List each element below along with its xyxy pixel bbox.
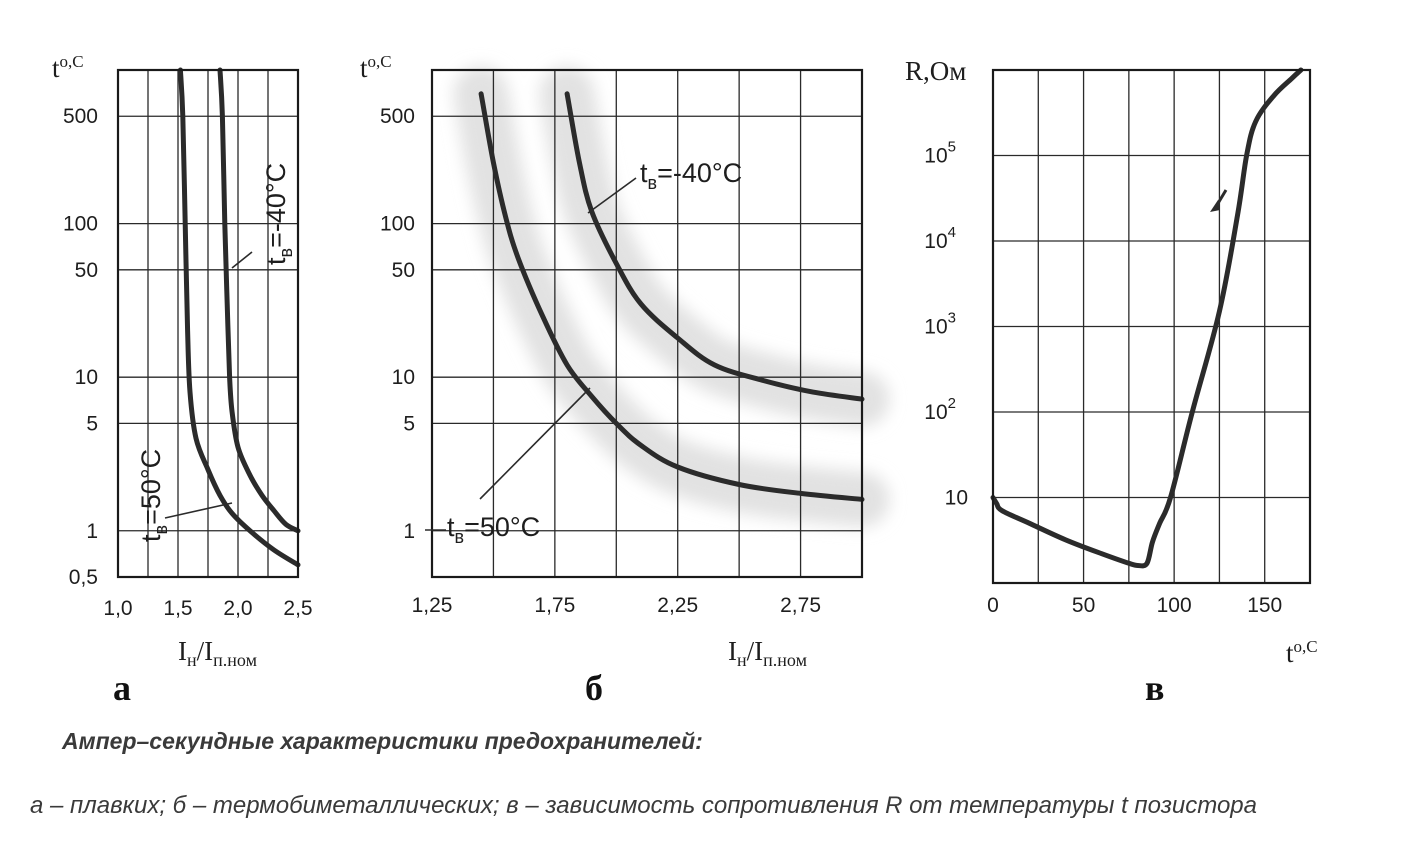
panel-letter-v: в [1145,668,1164,708]
curves-a [177,67,301,568]
x-tick-label: 2,75 [780,594,821,617]
x-tick-label: 1,75 [534,594,575,617]
y-tick-label: 0,5 [69,566,98,589]
y-tick-label: 5 [403,412,415,435]
plot-frame-v [991,68,1312,585]
y-tick-label: 5 [86,412,98,435]
y-tick-label: 50 [75,259,98,282]
arrow-head-v [1210,200,1220,212]
curves-b [478,91,865,502]
halo-b [453,66,890,527]
chart-panel-b: 1 5 10 50 100 500 1,25 1,75 2,25 2,75 to,C Iн/Iп… [360,52,890,708]
y-tick-label: 10 [75,366,98,389]
x-axis-title-b: Iн/Iп.ном [728,636,807,670]
x-tick-label: 0 [987,594,999,617]
plot-frame-a [116,68,300,579]
y-tick-label: 104 [924,224,956,253]
series-line-a-0 [177,67,301,568]
y-tick-label: 50 [392,259,415,282]
y-axis-title-b: to,C [360,52,392,83]
y-tick-label: 1 [403,520,415,543]
x-tick-label: 100 [1157,594,1192,617]
x-tick-label: 2,5 [283,597,312,620]
x-axis-title-v: to,C [1286,637,1318,668]
curves-v [990,67,1304,569]
x-tick-labels-a: 1,0 1,5 2,0 2,5 [103,597,312,620]
y-tick-labels-b: 1 5 10 50 100 500 [380,105,415,543]
x-tick-label: 1,0 [103,597,132,620]
svg-text:tв=50°C: tв=50°C [136,449,171,542]
y-tick-label: 10 [392,366,415,389]
series-label-b-cold: tв=-40°C [640,158,742,193]
leader-b-warm [479,387,591,500]
y-tick-label: 500 [63,105,98,128]
y-tick-label: 10 [945,487,968,510]
x-tick-labels-b: 1,25 1,75 2,25 2,75 [412,594,821,617]
series-label-b-warm: tв=50°C [447,512,540,547]
svg-text:tв=-40°C: tв=-40°C [261,163,296,265]
plot-frame-b [430,68,864,579]
y-tick-labels-a: 0,5 1 5 10 50 100 500 [63,105,98,589]
y-tick-label: 500 [380,105,415,128]
x-tick-label: 50 [1072,594,1095,617]
series-label-a-cold: tв=-40°C [261,163,296,265]
y-tick-label: 100 [380,213,415,236]
y-tick-label: 1 [86,520,98,543]
x-tick-label: 2,25 [657,594,698,617]
leader-a-warm [164,502,233,519]
y-tick-label: 100 [63,213,98,236]
x-tick-label: 1,5 [163,597,192,620]
x-tick-label: 1,25 [412,594,453,617]
y-tick-label: 102 [924,395,956,424]
series-line-b-0 [478,91,865,502]
chart-panel-v: 10 102 103 104 105 0 50 100 150 R,Ом to,C в [905,56,1318,708]
y-tick-labels-v: 10 102 103 104 105 [924,139,968,510]
x-tick-labels-v: 0 50 100 150 [987,594,1282,617]
series-line-a-1 [217,67,301,534]
panel-letter-b: б [585,668,603,708]
panel-letter-a: а [113,668,131,708]
series-halo [539,66,890,427]
caption-body: а – плавких; б – термобиметаллических; в… [30,792,1257,819]
x-tick-label: 2,0 [223,597,252,620]
leader-b-cold [587,177,637,214]
series-label-a-warm: tв=50°C [136,449,171,542]
leader-a-cold [231,251,253,269]
y-axis-title-a: to,C [52,52,84,83]
x-tick-label: 150 [1247,594,1282,617]
series-line-v-0 [990,67,1304,569]
y-tick-label: 105 [924,139,956,168]
chart-panel-a: 0,5 1 5 10 50 100 500 1,0 1,5 2,0 2,5 to,C Iн/Iп.… [52,52,313,708]
grid-a [118,70,298,577]
y-tick-label: 103 [924,310,956,339]
caption-title: Ампер–секундные характеристики предохран… [62,728,703,754]
grid-v [993,70,1310,583]
x-axis-title-a: Iн/Iп.ном [178,636,257,670]
y-axis-title-v: R,Ом [905,56,966,86]
series-line-b-1 [564,91,865,402]
